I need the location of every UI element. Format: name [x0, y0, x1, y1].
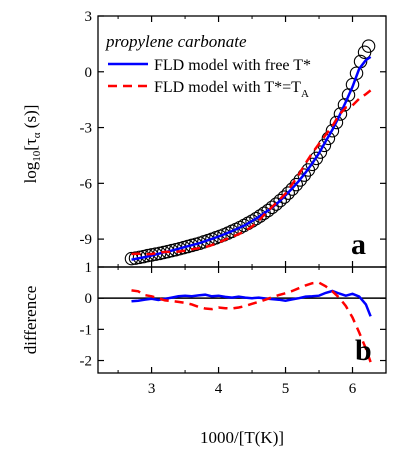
series-line-t-equals-ta — [131, 281, 372, 363]
x-axis-ticks: 3 4 5 6 — [117, 16, 357, 397]
y-label-suffix: (s)] — [21, 105, 40, 133]
panel-a-label: a — [351, 228, 366, 261]
panel-b: -2 -1 0 1 3 4 5 6 b difference 1000/[T(K)] — [21, 16, 387, 447]
x-tick-label: 4 — [215, 381, 223, 397]
data-point — [329, 115, 344, 130]
data-point — [337, 98, 352, 112]
data-point — [237, 218, 251, 233]
y-tick-label: 3 — [85, 9, 93, 25]
legend-title: propylene carbonate — [105, 32, 247, 51]
legend-label-free-t: FLD model with free T* — [154, 57, 311, 74]
x-tick-label: 3 — [148, 381, 156, 397]
y-tick-label: 0 — [85, 65, 93, 81]
panel-a-y-axis-label: log10[τα (s)] — [21, 105, 43, 184]
y-tick-label: 0 — [85, 291, 93, 307]
panel-b-y-ticks: -2 -1 0 1 — [80, 260, 386, 370]
data-point — [269, 197, 283, 211]
y-label-tau-sub: α — [31, 132, 43, 138]
data-point — [265, 200, 279, 215]
y-label-prefix: log — [21, 161, 40, 183]
data-point — [361, 39, 376, 53]
legend-label-t-equals-ta: FLD model with T*=TA — [154, 79, 309, 100]
data-point — [281, 186, 295, 200]
panel-a-y-ticks: -9 -6 -3 0 3 — [80, 9, 386, 248]
y-tick-label: -2 — [80, 354, 93, 370]
data-point — [297, 168, 312, 182]
y-tick-label: -6 — [80, 176, 93, 192]
y-tick-label: 1 — [85, 260, 93, 276]
panel-b-frame — [97, 266, 387, 374]
data-point — [313, 145, 328, 159]
data-point — [333, 107, 348, 121]
data-point — [273, 193, 287, 208]
panel-a: -9 -6 -3 0 3 propylene carbonate FLD model w… — [21, 9, 387, 268]
y-tick-label: -9 — [80, 232, 93, 248]
y-tick-label: -1 — [80, 322, 93, 338]
panel-b-plot-area — [98, 281, 386, 363]
series-line-t-equals-ta — [131, 89, 372, 256]
panel-b-y-axis-label: difference — [21, 286, 40, 355]
panel-a-plot-area — [124, 39, 376, 266]
data-point — [289, 177, 304, 192]
x-tick-label: 5 — [282, 381, 290, 397]
legend-label-t-equals-ta-main: FLD model with T*=T — [154, 79, 301, 96]
data-point — [277, 190, 291, 204]
y-tick-label: -3 — [80, 121, 93, 137]
y-label-bracket: [τ — [21, 138, 40, 151]
x-tick-label: 6 — [349, 381, 357, 397]
legend: propylene carbonate FLD model with free … — [105, 32, 311, 100]
x-axis-label: 1000/[T(K)] — [200, 428, 284, 447]
legend-label-t-equals-ta-sub: A — [301, 88, 309, 100]
panel-b-label: b — [355, 334, 372, 367]
series-line-free-t — [131, 55, 372, 261]
y-label-log-sub: 10 — [31, 150, 43, 162]
